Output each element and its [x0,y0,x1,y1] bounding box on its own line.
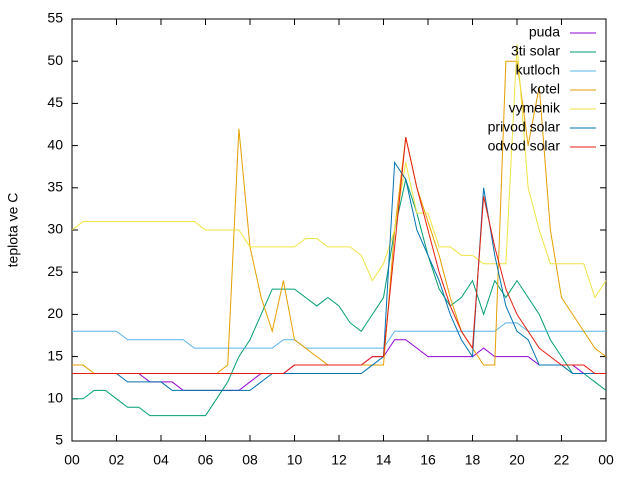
y-tick-label: 30 [47,221,63,237]
x-tick-label: 22 [554,452,570,468]
x-tick-label: 18 [465,452,481,468]
series-line [72,322,606,349]
x-tick-label: 20 [509,452,525,468]
x-tick-label: 08 [242,452,258,468]
series-line [72,160,606,391]
series-line [72,137,606,374]
legend-label: puda [529,24,560,40]
plot-border [71,18,607,442]
y-axis-label: teplota ve C [5,193,21,268]
legend-label: kotel [530,81,560,97]
y-tick-label: 45 [47,94,63,110]
y-tick-label: 10 [47,390,63,406]
legend-label: kutloch [516,62,560,78]
x-tick-label: 14 [376,452,392,468]
x-tick-label: 02 [109,452,125,468]
x-tick-label: 04 [153,452,169,468]
legend-label: 3ti solar [511,43,560,59]
x-tick-label: 06 [198,452,214,468]
series-line [72,177,607,417]
y-tick-label: 5 [55,432,63,448]
x-tick-label: 10 [287,452,303,468]
y-tick-label: 50 [47,52,63,68]
y-tick-label: 55 [47,10,63,26]
x-tick-label: 12 [331,452,347,468]
y-tick-label: 35 [47,179,63,195]
y-tick-label: 25 [47,263,63,279]
y-tick-label: 15 [47,347,63,363]
x-tick-label: 00 [598,452,614,468]
legend-label: odvod solar [488,138,561,154]
y-tick-label: 40 [47,136,63,152]
y-tick-label: 20 [47,305,63,321]
series-line [71,44,607,299]
x-tick-label: 00 [64,452,80,468]
legend-label: vymenik [509,100,561,116]
legend-label: privod solar [488,119,561,135]
x-tick-label: 16 [420,452,436,468]
